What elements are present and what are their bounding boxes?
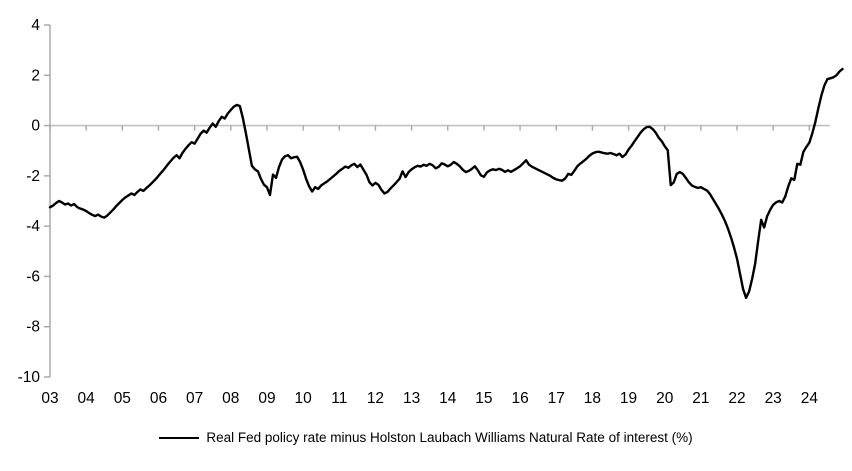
- y-tick-label: -8: [26, 319, 40, 336]
- x-tick-label: 15: [475, 390, 492, 407]
- x-tick-label: 06: [150, 390, 167, 407]
- x-tick-label: 03: [41, 390, 58, 407]
- x-tick-label: 22: [728, 390, 745, 407]
- y-tick-label: -2: [26, 168, 40, 185]
- legend-label: Real Fed policy rate minus Holston Lauba…: [206, 430, 693, 445]
- x-tick-label: 23: [765, 390, 782, 407]
- data-line: [48, 67, 844, 299]
- x-tick-label: 18: [584, 390, 601, 407]
- x-tick-label: 20: [656, 390, 674, 407]
- x-tick-label: 21: [692, 390, 709, 407]
- x-tick-label: 24: [801, 390, 819, 407]
- x-tick-label: 19: [620, 390, 637, 407]
- y-tick-label: 4: [31, 17, 40, 34]
- y-tick-label: 2: [31, 67, 40, 84]
- x-tick-label: 12: [367, 390, 384, 407]
- legend-line-sample: [159, 436, 200, 439]
- x-tick-label: 10: [294, 390, 312, 407]
- x-tick-label: 17: [548, 390, 565, 407]
- x-tick-label: 14: [439, 390, 457, 407]
- legend: Real Fed policy rate minus Holston Lauba…: [0, 430, 852, 445]
- x-tick-label: 09: [258, 390, 275, 407]
- x-tick-label: 16: [511, 390, 528, 407]
- y-tick-label: -6: [26, 268, 40, 285]
- x-tick-label: 08: [222, 390, 239, 407]
- x-tick-label: 11: [331, 390, 347, 407]
- x-tick-label: 05: [114, 390, 131, 407]
- x-tick-label: 04: [78, 390, 96, 407]
- y-tick-label: -10: [18, 369, 41, 386]
- y-tick-label: -4: [26, 218, 40, 235]
- y-tick-label: 0: [31, 118, 40, 135]
- x-tick-label: 13: [403, 390, 420, 407]
- x-tick-label: 07: [186, 390, 203, 407]
